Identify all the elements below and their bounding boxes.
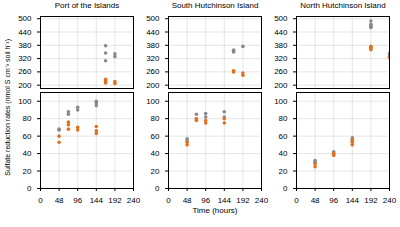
svg-text:380: 380 — [274, 41, 288, 50]
svg-text:260: 260 — [146, 67, 160, 76]
svg-text:240: 240 — [127, 196, 141, 205]
svg-text:40: 40 — [23, 149, 32, 158]
svg-text:48: 48 — [183, 196, 192, 205]
svg-text:100: 100 — [146, 97, 160, 106]
svg-text:260: 260 — [18, 67, 32, 76]
svg-text:80: 80 — [279, 114, 288, 123]
svg-text:60: 60 — [151, 132, 160, 141]
svg-text:240: 240 — [255, 196, 269, 205]
svg-text:20: 20 — [23, 167, 32, 176]
svg-text:260: 260 — [274, 67, 288, 76]
svg-text:96: 96 — [201, 196, 210, 205]
svg-text:48: 48 — [55, 196, 64, 205]
svg-text:192: 192 — [236, 196, 250, 205]
svg-text:96: 96 — [329, 196, 338, 205]
svg-text:144: 144 — [346, 196, 360, 205]
svg-text:96: 96 — [73, 196, 82, 205]
html-text:North Hutchinson Island: North Hutchinson Island — [300, 1, 386, 10]
svg-text:200: 200 — [18, 81, 32, 90]
svg-text:0: 0 — [166, 196, 171, 205]
html-text:South Hutchinson Island: South Hutchinson Island — [171, 1, 259, 10]
html-text:Port of the Islands: Port of the Islands — [54, 1, 120, 10]
svg-text:40: 40 — [279, 149, 288, 158]
svg-text:0: 0 — [283, 184, 288, 193]
svg-text:440: 440 — [146, 28, 160, 37]
svg-text:500: 500 — [146, 14, 160, 23]
svg-text:200: 200 — [146, 81, 160, 90]
svg-text:320: 320 — [274, 54, 288, 63]
svg-text:500: 500 — [274, 14, 288, 23]
svg-text:192: 192 — [108, 196, 122, 205]
svg-text:48: 48 — [311, 196, 320, 205]
svg-text:440: 440 — [274, 28, 288, 37]
svg-text:40: 40 — [151, 149, 160, 158]
svg-text:144: 144 — [90, 196, 104, 205]
svg-text:0: 0 — [155, 184, 160, 193]
svg-text:192: 192 — [364, 196, 378, 205]
svg-text:440: 440 — [18, 28, 32, 37]
svg-text:0: 0 — [38, 196, 43, 205]
svg-text:500: 500 — [18, 14, 32, 23]
svg-text:80: 80 — [23, 114, 32, 123]
svg-text:144: 144 — [218, 196, 232, 205]
svg-text:0: 0 — [294, 196, 299, 205]
svg-text:320: 320 — [18, 54, 32, 63]
html-text:Sulfate reduction rates (nmol: Sulfate reduction rates (nmol S cm⁻³ soi… — [3, 39, 11, 176]
html-text:Time (hours): Time (hours) — [192, 206, 238, 215]
svg-text:320: 320 — [146, 54, 160, 63]
svg-text:380: 380 — [18, 41, 32, 50]
svg-text:100: 100 — [18, 97, 32, 106]
svg-text:60: 60 — [23, 132, 32, 141]
svg-text:100: 100 — [274, 97, 288, 106]
svg-text:20: 20 — [279, 167, 288, 176]
svg-text:240: 240 — [383, 196, 397, 205]
svg-text:380: 380 — [146, 41, 160, 50]
svg-text:20: 20 — [151, 167, 160, 176]
svg-text:60: 60 — [279, 132, 288, 141]
svg-text:80: 80 — [151, 114, 160, 123]
svg-text:200: 200 — [274, 81, 288, 90]
svg-text:0: 0 — [27, 184, 32, 193]
